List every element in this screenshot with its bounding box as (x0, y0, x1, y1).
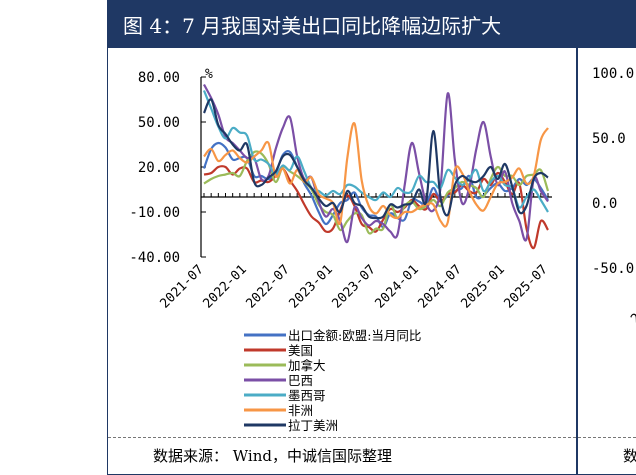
x-tick-label: 2023-07 (329, 262, 378, 311)
legend-label: 美国 (288, 343, 313, 358)
series-line (203, 122, 549, 228)
legend-label: 墨西哥 (288, 388, 326, 403)
series-line (202, 141, 549, 229)
x-tick-label: 2022-07 (243, 262, 292, 311)
source-note: 数据来源： Wind，中诚信国际整理 (153, 447, 392, 465)
series-line (202, 90, 549, 213)
unit-label: % (205, 67, 213, 82)
adjacent-y-tick-label: -50.0 (592, 261, 634, 277)
adjacent-x-tick-label: 20 (628, 305, 636, 327)
x-tick-label: 2025-07 (501, 262, 550, 311)
main-chart-panel: 图 4：7 月我国对美出口同比降幅边际扩大 80.00 50.00 20.00 -10… (107, 0, 577, 475)
y-tick-label: 80.00 (138, 70, 180, 86)
title-bar: 图 4：7 月我国对美出口同比降幅边际扩大 (108, 1, 576, 48)
adjacent-source-fragment: 数 (623, 447, 636, 465)
x-tick-label: 2023-01 (286, 262, 335, 311)
x-tick-label: 2021-07 (157, 262, 206, 311)
series-line (202, 98, 549, 220)
x-tick-label: 2024-07 (415, 262, 464, 311)
line-chart: 80.0050.0020.00-10.00-40.00%2021-072022-… (129, 67, 552, 433)
adjacent-chart-fragment: 100.0 50.0 0.0 -50.0 20 (592, 66, 636, 327)
adjacent-title-bar (578, 1, 636, 48)
adjacent-source-divider (578, 437, 636, 438)
legend-label: 加拿大 (288, 358, 326, 373)
series-line (203, 83, 549, 244)
series-line (203, 150, 550, 235)
y-tick-label: -40.00 (129, 250, 180, 266)
y-tick-label: -10.00 (129, 205, 180, 221)
y-tick-label: 20.00 (138, 160, 180, 176)
legend-label: 出口金额:欧盟:当月同比 (288, 328, 421, 343)
adjacent-y-tick-label: 0.0 (592, 196, 617, 212)
legend-label: 非洲 (288, 403, 313, 418)
legend-label: 拉丁美洲 (288, 418, 338, 433)
x-tick-label: 2022-01 (200, 262, 249, 311)
figure-title: 图 4：7 月我国对美出口同比降幅边际扩大 (123, 14, 502, 38)
adjacent-y-tick-label: 100.0 (592, 66, 634, 82)
x-tick-label: 2025-01 (458, 262, 507, 311)
source-divider (108, 437, 576, 438)
x-tick-label: 2024-01 (372, 262, 421, 311)
adjacent-y-tick-label: 50.0 (592, 131, 626, 147)
y-tick-label: 50.00 (138, 115, 180, 131)
legend-label: 巴西 (288, 373, 313, 388)
adjacent-chart-panel: 100.0 50.0 0.0 -50.0 20 数 (577, 0, 636, 475)
